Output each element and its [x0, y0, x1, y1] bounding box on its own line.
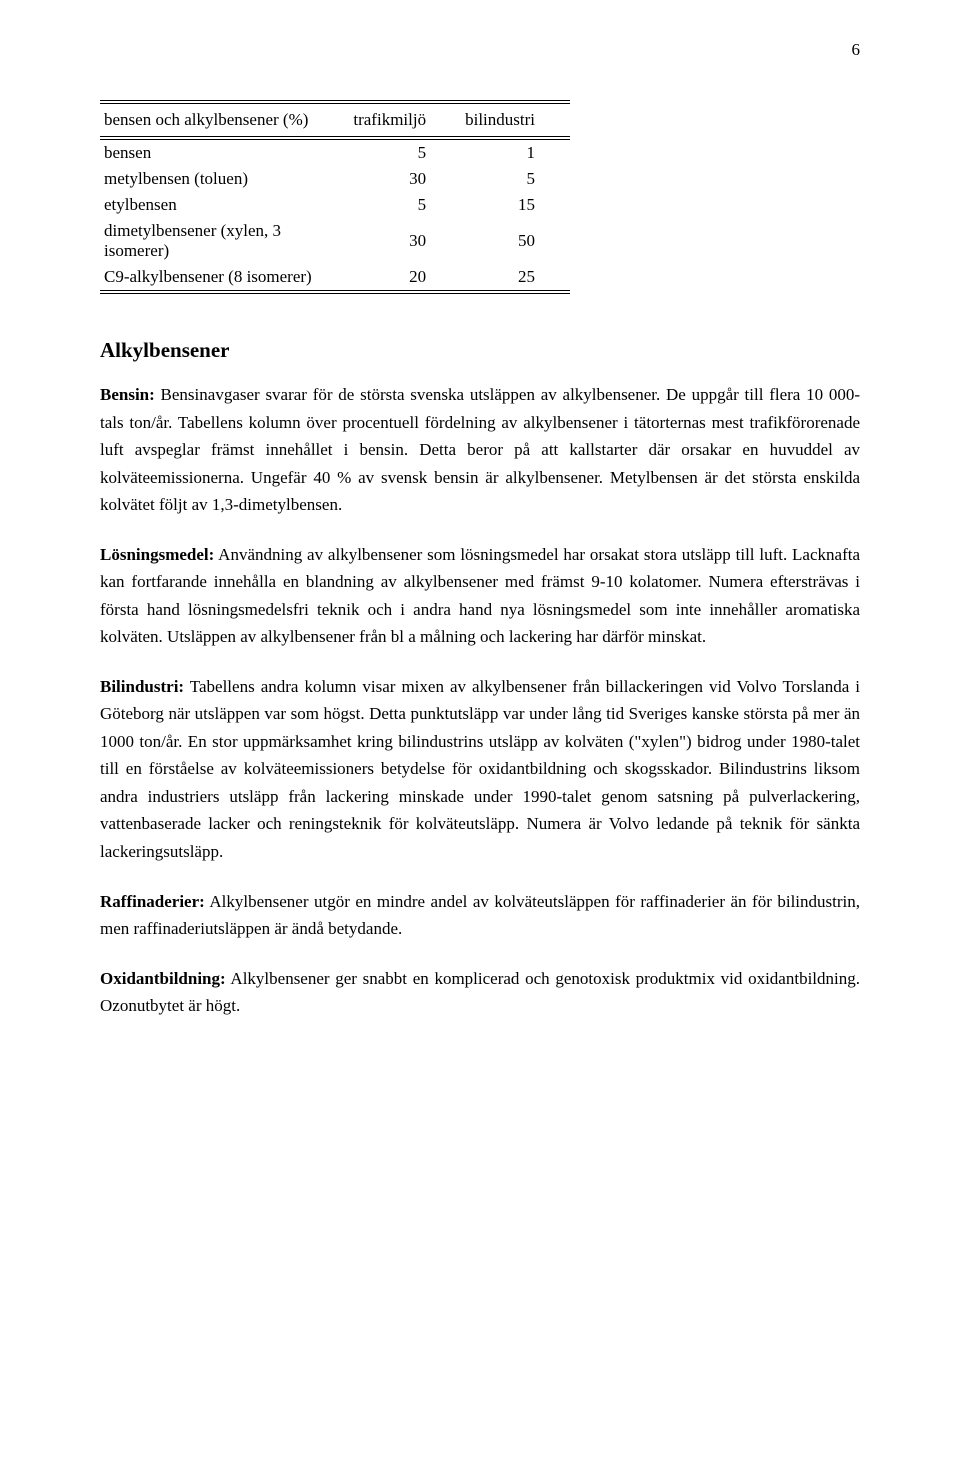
body-text-block: Bensin: Bensinavgaser svarar för de stör…	[100, 381, 860, 1020]
row-value: 50	[461, 218, 570, 264]
paragraph-text: Bensinavgaser svarar för de största sven…	[100, 385, 860, 514]
page-number: 6	[852, 40, 861, 60]
lead-label: Lösningsmedel:	[100, 545, 214, 564]
row-label: dimetylbensener (xylen, 3 isomerer)	[100, 218, 349, 264]
row-value: 5	[349, 140, 461, 166]
paragraph-bensin: Bensin: Bensinavgaser svarar för de stör…	[100, 381, 860, 519]
row-value: 20	[349, 264, 461, 291]
paragraph-text: Användning av alkylbensener som lösnings…	[100, 545, 860, 647]
alkylbensener-table: bensen och alkylbensener (%) trafikmiljö…	[100, 100, 570, 294]
paragraph-bilindustri: Bilindustri: Tabellens andra kolumn visa…	[100, 673, 860, 866]
paragraph-oxidantbildning: Oxidantbildning: Alkylbensener ger snabb…	[100, 965, 860, 1020]
lead-label: Bilindustri:	[100, 677, 184, 696]
section-heading: Alkylbensener	[100, 338, 860, 363]
paragraph-raffinaderier: Raffinaderier: Alkylbensener utgör en mi…	[100, 888, 860, 943]
row-value: 25	[461, 264, 570, 291]
row-value: 1	[461, 140, 570, 166]
row-label: bensen	[100, 140, 349, 166]
lead-label: Raffinaderier:	[100, 892, 205, 911]
table-row: etylbensen 5 15	[100, 192, 570, 218]
row-value: 30	[349, 166, 461, 192]
row-value: 30	[349, 218, 461, 264]
row-value: 5	[349, 192, 461, 218]
document-page: 6 bensen och alkylbensener (%) trafikmil…	[0, 0, 960, 1478]
row-label: metylbensen (toluen)	[100, 166, 349, 192]
table-row: C9-alkylbensener (8 isomerer) 20 25	[100, 264, 570, 291]
table-row: metylbensen (toluen) 30 5	[100, 166, 570, 192]
row-value: 15	[461, 192, 570, 218]
row-label: C9-alkylbensener (8 isomerer)	[100, 264, 349, 291]
composition-table: bensen och alkylbensener (%) trafikmiljö…	[100, 100, 570, 294]
row-value: 5	[461, 166, 570, 192]
table-row: dimetylbensener (xylen, 3 isomerer) 30 5…	[100, 218, 570, 264]
table-header-industry: bilindustri	[461, 104, 570, 137]
row-label: etylbensen	[100, 192, 349, 218]
paragraph-text: Tabellens andra kolumn visar mixen av al…	[100, 677, 860, 861]
table-row: bensen 5 1	[100, 140, 570, 166]
lead-label: Oxidantbildning:	[100, 969, 226, 988]
table-header-traffic: trafikmiljö	[349, 104, 461, 137]
lead-label: Bensin:	[100, 385, 155, 404]
paragraph-text: Alkylbensener utgör en mindre andel av k…	[100, 892, 860, 939]
table-header-substance: bensen och alkylbensener (%)	[100, 104, 349, 137]
paragraph-losningsmedel: Lösningsmedel: Användning av alkylbensen…	[100, 541, 860, 651]
